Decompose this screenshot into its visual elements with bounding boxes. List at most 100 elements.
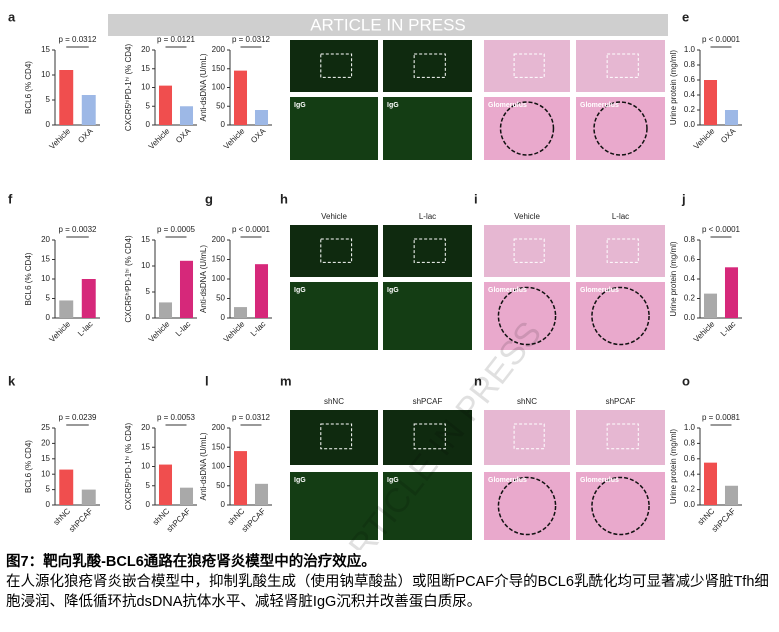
- y-tick-label: 100: [212, 83, 226, 92]
- x-tick-label: L-lac: [719, 320, 738, 339]
- histology-zoom: [576, 472, 665, 540]
- watermark-bar: [108, 14, 668, 36]
- panel-letter: l: [205, 373, 209, 388]
- bar: [158, 85, 173, 125]
- zoom-box: [413, 53, 446, 78]
- histology-image: [576, 40, 665, 92]
- p-value: p < 0.0001: [702, 35, 741, 44]
- histology-zoom: [484, 97, 570, 160]
- y-tick-label: 50: [216, 294, 225, 303]
- y-axis-title: BCL6 (% CD4): [24, 440, 33, 493]
- x-tick-label: Vehicle: [222, 319, 247, 344]
- image-header: shNC: [324, 397, 344, 406]
- y-tick-label: 0.0: [684, 500, 696, 509]
- y-tick-label: 15: [141, 235, 150, 244]
- y-tick-label: 5: [46, 485, 51, 494]
- image-label: IgG: [387, 102, 399, 109]
- y-tick-label: 20: [141, 423, 150, 432]
- figure: ARTICLE IN PRESS a 0 5 10 15 BCL6 (% CD4) Vehi…: [8, 9, 742, 550]
- bar: [233, 451, 248, 505]
- x-tick-label: Vehicle: [692, 126, 717, 151]
- image-label: Glomerulus: [580, 102, 619, 109]
- y-tick-label: 25: [41, 423, 50, 432]
- zoom-box: [513, 423, 545, 450]
- y-tick-label: 1.0: [684, 45, 696, 54]
- image-header: shNC: [517, 397, 537, 406]
- p-value: p = 0.0239: [58, 413, 97, 422]
- bar: [158, 464, 173, 505]
- zoom-box: [606, 423, 639, 450]
- y-tick-label: 15: [141, 442, 150, 451]
- y-tick-label: 0.2: [684, 485, 696, 494]
- panel-letter: m: [280, 373, 292, 388]
- bar: [179, 260, 194, 318]
- y-tick-label: 20: [41, 439, 50, 448]
- panel-letter: j: [681, 191, 686, 206]
- fluorescence-image: [290, 410, 378, 465]
- p-value: p = 0.0032: [58, 225, 97, 234]
- zoom-box: [413, 238, 446, 263]
- y-tick-label: 0: [146, 313, 151, 322]
- fluorescence-zoom: [290, 472, 378, 540]
- y-tick-label: 150: [212, 64, 226, 73]
- fluorescence-image: [383, 225, 472, 277]
- p-value: p = 0.0121: [157, 35, 196, 44]
- x-tick-label: Vehicle: [692, 319, 717, 344]
- fluorescence-zoom: [290, 282, 378, 350]
- x-tick-label: OXA: [249, 126, 268, 145]
- fluorescence-zoom: [290, 97, 378, 160]
- panel-letter: g: [205, 191, 213, 206]
- y-tick-label: 0.8: [684, 235, 696, 244]
- y-tick-label: 5: [146, 481, 151, 490]
- y-axis-title: Anti-dsDNA (U/mL): [199, 53, 208, 121]
- y-tick-label: 0.4: [684, 90, 696, 99]
- fluorescence-image: [290, 40, 378, 92]
- zoom-box: [320, 238, 353, 263]
- fluorescence-image: [383, 410, 472, 465]
- glomerulus-outline: [593, 101, 648, 156]
- p-value: p < 0.0001: [232, 225, 271, 234]
- fluorescence-zoom: [383, 97, 472, 160]
- panel-letter: f: [8, 191, 13, 206]
- y-tick-label: 15: [141, 64, 150, 73]
- y-tick-label: 15: [41, 45, 50, 54]
- y-tick-label: 0: [221, 313, 226, 322]
- bar: [81, 489, 96, 505]
- y-tick-label: 0.4: [684, 469, 696, 478]
- image-header: Vehicle: [514, 212, 540, 221]
- bar: [179, 487, 194, 505]
- panel-letter: h: [280, 191, 288, 206]
- y-tick-label: 20: [141, 45, 150, 54]
- bar: [703, 80, 718, 125]
- y-tick-label: 0: [221, 120, 226, 129]
- image-label: IgG: [387, 287, 399, 294]
- x-tick-label: Vehicle: [147, 319, 172, 344]
- glomerulus-outline: [499, 101, 555, 156]
- y-tick-label: 150: [212, 442, 226, 451]
- zoom-box: [513, 238, 545, 263]
- y-tick-label: 5: [146, 287, 151, 296]
- bar: [703, 293, 718, 318]
- histology-image: [484, 225, 570, 277]
- x-tick-label: OXA: [719, 126, 738, 145]
- y-tick-label: 0.0: [684, 313, 696, 322]
- y-tick-label: 15: [41, 454, 50, 463]
- bar: [59, 300, 74, 318]
- image-header: L-lac: [612, 212, 629, 221]
- image-label: Glomerulus: [488, 477, 527, 484]
- y-axis-title: CXCR5ʰⁱPD-1ʰⁱ (% CD4): [124, 235, 133, 323]
- y-axis-title: Urine protein (mg/ml): [669, 429, 678, 504]
- image-label: IgG: [294, 477, 306, 484]
- y-tick-label: 10: [141, 83, 150, 92]
- y-tick-label: 0: [221, 500, 226, 509]
- panel-letter: n: [474, 373, 482, 388]
- x-tick-label: Vehicle: [48, 126, 73, 151]
- y-tick-label: 0.6: [684, 454, 696, 463]
- histology-image: [576, 225, 665, 277]
- image-header: shPCAF: [413, 397, 443, 406]
- bar: [233, 307, 248, 318]
- bar: [59, 469, 74, 505]
- y-axis-title: Urine protein (mg/ml): [669, 50, 678, 125]
- p-value: p = 0.0312: [232, 413, 271, 422]
- bar: [254, 483, 269, 505]
